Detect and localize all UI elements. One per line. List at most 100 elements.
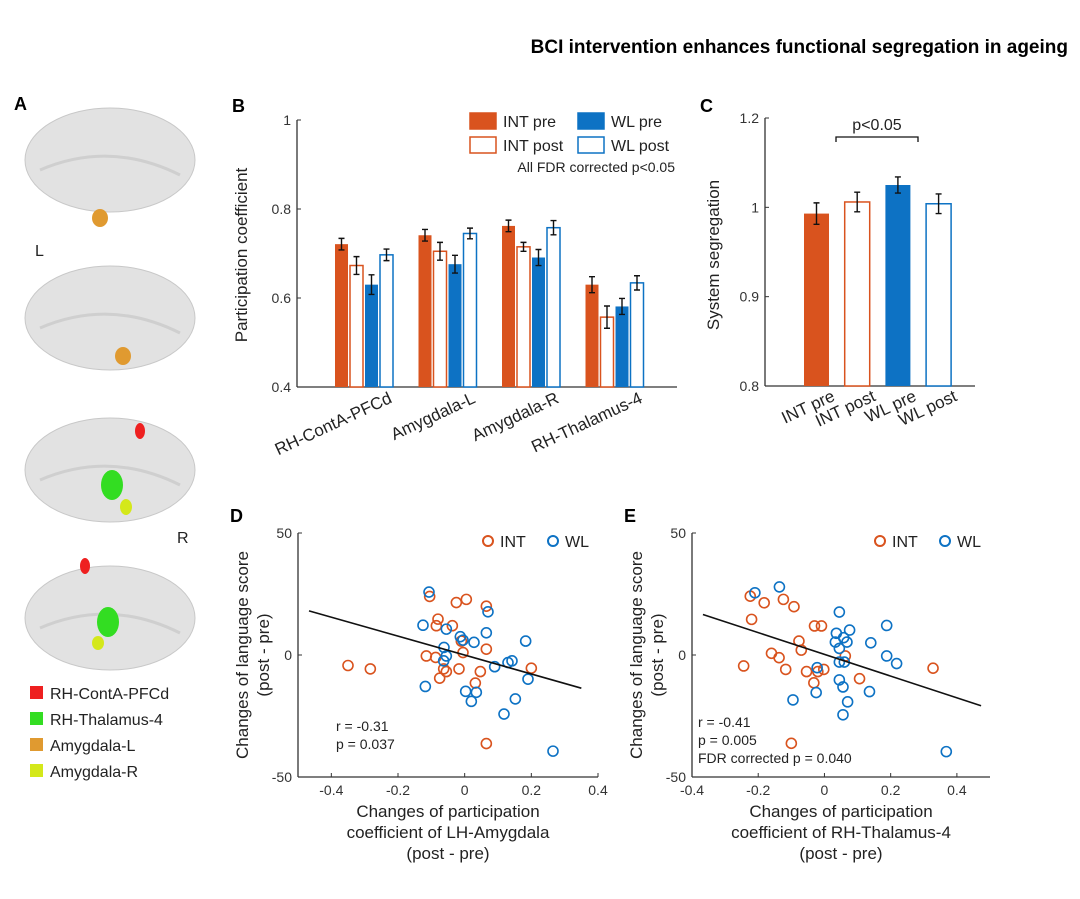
legend-swatch [469, 112, 497, 130]
hemisphere-right-label: R [177, 530, 189, 547]
y-axis-label: Changes of language score [627, 551, 646, 759]
error-bar [894, 176, 901, 194]
error-bar [854, 191, 861, 213]
legend-marker [939, 535, 951, 547]
data-point-int [815, 620, 828, 632]
legend-label: INT [500, 534, 526, 551]
legend-label: RH-ContA-PFCd [50, 686, 169, 703]
legend-label: INT [892, 534, 918, 551]
data-point-int [795, 644, 808, 656]
brain-surface [24, 417, 196, 523]
data-point-int [758, 596, 770, 609]
data-point-wl [833, 606, 846, 618]
data-point-int [808, 677, 820, 689]
data-point-int [430, 619, 443, 632]
data-point-int [779, 663, 792, 676]
legend-label: WL [957, 534, 981, 551]
data-point-int [777, 593, 790, 606]
y-axis-label: (post - pre) [648, 613, 667, 696]
data-point-wl [519, 635, 532, 647]
error-bar [437, 241, 443, 261]
y-tick-label: 0 [678, 647, 686, 663]
error-bar [550, 219, 557, 236]
data-point-wl [749, 586, 761, 599]
data-point-wl [890, 657, 903, 670]
data-point-wl [468, 636, 480, 649]
data-point-wl [470, 686, 483, 699]
x-tick-label: RH-ContA-PFCd [272, 388, 395, 459]
stat-annotation: r = -0.41 [698, 714, 751, 730]
stat-annotation: FDR corrected p = 0.040 [698, 750, 852, 766]
brain-surface [24, 107, 196, 213]
data-point-int [812, 665, 824, 678]
data-point-int [423, 590, 436, 603]
x-tick-label: -0.2 [386, 782, 410, 798]
data-point-wl [880, 619, 893, 632]
error-bar [634, 275, 640, 291]
panel-b: B 0.4 0.6 0.8 1 Participation coefficient RH-C… [232, 96, 677, 459]
bar [804, 213, 829, 386]
brain-sulcus [39, 154, 181, 177]
brain-surface [24, 265, 196, 371]
hemisphere-left-label: L [35, 243, 44, 260]
legend-swatch [577, 112, 605, 130]
data-point-wl [417, 619, 429, 632]
data-point-wl [833, 674, 846, 686]
panel-label-d: D [230, 506, 243, 526]
stat-annotation: p = 0.005 [698, 732, 757, 748]
data-point-wl [829, 636, 842, 648]
data-point-wl [811, 661, 823, 674]
data-point-wl [419, 680, 432, 693]
x-axis-label: Changes of participation [749, 802, 932, 821]
error-bar [368, 274, 375, 296]
error-bar [452, 254, 458, 274]
error-bar [520, 241, 527, 252]
legend-marker [874, 535, 886, 547]
legend-label: WL post [611, 138, 670, 155]
bar [615, 306, 629, 387]
data-point-int [450, 596, 463, 609]
y-tick-label: 0.4 [272, 379, 292, 395]
legend-marker [482, 535, 494, 547]
error-bar [619, 297, 625, 316]
data-point-wl [940, 745, 953, 758]
y-axis-label: System segregation [704, 180, 723, 330]
x-axis-label: coefficient of RH-Thalamus-4 [731, 823, 951, 842]
x-axis-label: (post - pre) [406, 844, 489, 863]
error-bar [505, 219, 512, 233]
error-bar [467, 227, 473, 240]
bar [379, 254, 394, 388]
amygdala-r-region [92, 636, 104, 650]
error-bar [535, 248, 542, 267]
data-point-int [480, 643, 493, 655]
data-point-int [817, 663, 830, 676]
brain-sulcus [39, 312, 181, 335]
brain-image [24, 107, 196, 213]
data-point-int [737, 660, 750, 672]
data-point-wl [457, 634, 469, 646]
legend-label: Amygdala-R [50, 764, 138, 781]
data-point-wl [465, 695, 478, 708]
error-bar [589, 275, 595, 294]
x-tick-label: 0.4 [947, 782, 967, 798]
y-tick-label: 0.6 [272, 290, 292, 306]
legend-swatch [30, 712, 43, 725]
data-point-int [808, 620, 821, 632]
data-point-wl [482, 606, 494, 618]
data-point-wl [459, 685, 472, 698]
x-tick-label: 0 [461, 782, 469, 798]
brain-image [24, 417, 196, 523]
annotation: All FDR corrected p<0.05 [517, 159, 675, 175]
x-axis-label: coefficient of LH-Amygdala [347, 823, 550, 842]
bar [418, 235, 432, 387]
data-point-wl [837, 708, 849, 721]
data-point-wl [480, 626, 493, 639]
data-point-int [927, 662, 939, 674]
rh-conta-pfcd-region [135, 423, 145, 439]
data-point-wl [843, 624, 856, 636]
data-point-wl [864, 636, 877, 649]
x-tick-label: -0.4 [319, 782, 343, 798]
error-bar [338, 237, 345, 251]
bar [349, 264, 364, 388]
